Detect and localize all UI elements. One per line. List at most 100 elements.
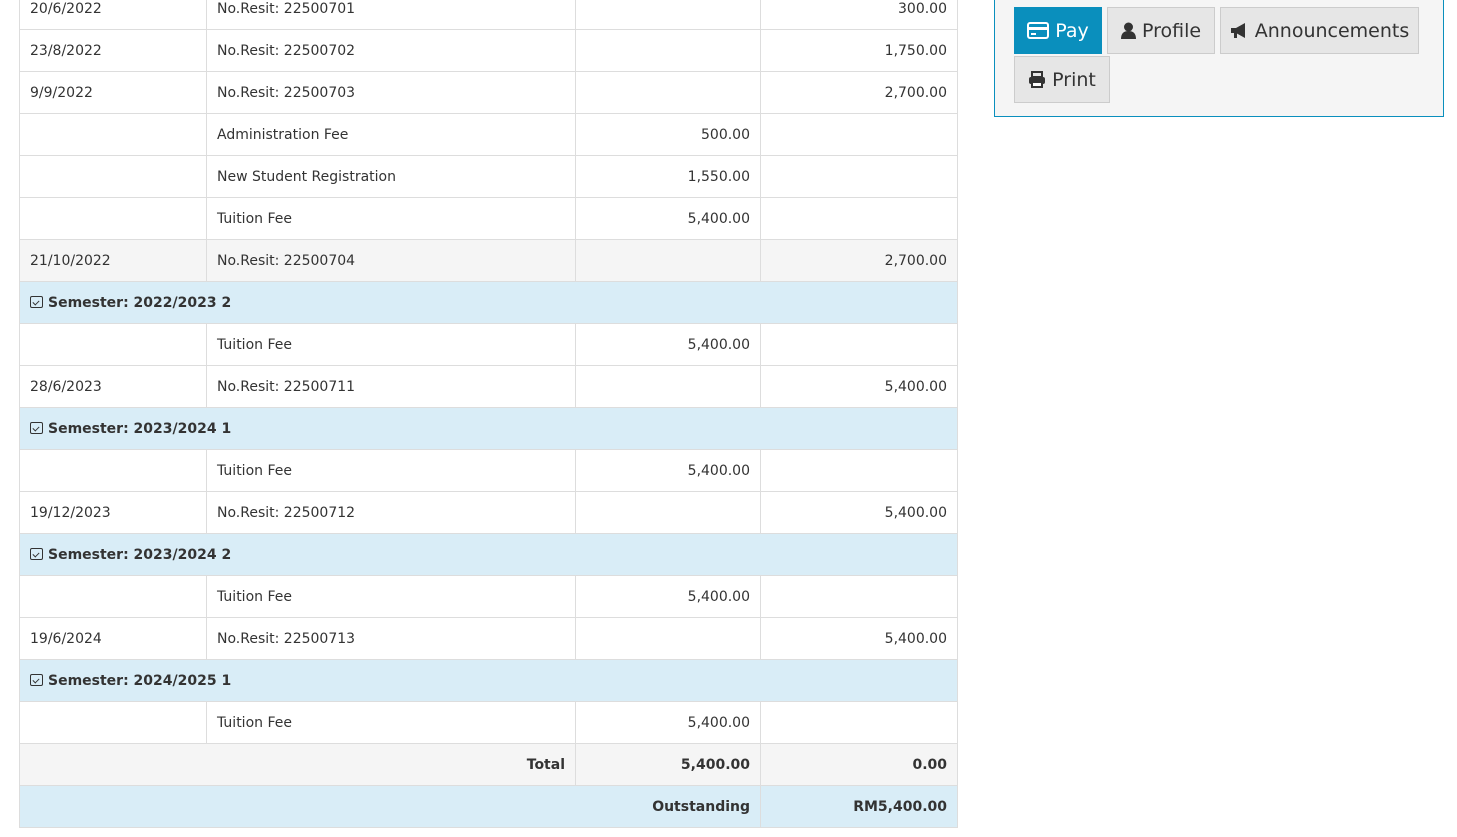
date-cell: 20/6/2022: [19, 0, 207, 30]
semester-label: Semester: 2023/2024 2: [48, 546, 232, 563]
calendar-check-icon: [30, 421, 43, 434]
debit-cell: [575, 71, 761, 114]
date-cell: 9/9/2022: [19, 71, 207, 114]
description-cell: No.Resit: 22500704: [206, 239, 576, 282]
table-row: Tuition Fee 5,400.00: [19, 197, 958, 240]
date-cell: [19, 449, 207, 492]
actions-panel: Pay Profile Announcements Print: [994, 0, 1444, 117]
credit-cell: 300.00: [760, 0, 958, 30]
semester-row: Semester: 2022/2023 2: [19, 281, 958, 324]
semester-row: Semester: 2023/2024 1: [19, 407, 958, 450]
credit-cell: 5,400.00: [760, 365, 958, 408]
description-cell: No.Resit: 22500713: [206, 617, 576, 660]
table-row: 23/8/2022 No.Resit: 22500702 1,750.00: [19, 29, 958, 72]
table-row: 20/6/2022 No.Resit: 22500701 300.00: [19, 0, 958, 30]
total-label: Total: [19, 743, 576, 786]
total-credit: 0.00: [760, 743, 958, 786]
table-row: Tuition Fee 5,400.00: [19, 323, 958, 366]
calendar-check-icon: [30, 547, 43, 560]
table-row: New Student Registration 1,550.00: [19, 155, 958, 198]
date-cell: 28/6/2023: [19, 365, 207, 408]
debit-cell: [575, 617, 761, 660]
semester-header: Semester: 2024/2025 1: [19, 659, 958, 702]
debit-cell: [575, 491, 761, 534]
credit-cell: [760, 701, 958, 744]
description-cell: No.Resit: 22500701: [206, 0, 576, 30]
semester-header: Semester: 2023/2024 1: [19, 407, 958, 450]
date-cell: [19, 575, 207, 618]
semester-label: Semester: 2023/2024 1: [48, 420, 232, 437]
semester-label: Semester: 2022/2023 2: [48, 294, 232, 311]
debit-cell: 5,400.00: [575, 323, 761, 366]
debit-cell: [575, 365, 761, 408]
description-cell: Tuition Fee: [206, 449, 576, 492]
debit-cell: 500.00: [575, 113, 761, 156]
table-row: 21/10/2022 No.Resit: 22500704 2,700.00: [19, 239, 958, 282]
date-cell: 19/6/2024: [19, 617, 207, 660]
table-row: 19/6/2024 No.Resit: 22500713 5,400.00: [19, 617, 958, 660]
pay-button[interactable]: Pay: [1014, 7, 1102, 54]
description-cell: New Student Registration: [206, 155, 576, 198]
semester-label: Semester: 2024/2025 1: [48, 672, 232, 689]
date-cell: 23/8/2022: [19, 29, 207, 72]
outstanding-label: Outstanding: [19, 785, 761, 828]
outstanding-value: RM5,400.00: [760, 785, 958, 828]
profile-button[interactable]: Profile: [1107, 7, 1215, 54]
user-icon: [1120, 22, 1136, 39]
description-cell: Tuition Fee: [206, 701, 576, 744]
debit-cell: [575, 0, 761, 30]
description-cell: Tuition Fee: [206, 575, 576, 618]
table-row: 9/9/2022 No.Resit: 22500703 2,700.00: [19, 71, 958, 114]
debit-cell: 5,400.00: [575, 575, 761, 618]
table-row: 19/12/2023 No.Resit: 22500712 5,400.00: [19, 491, 958, 534]
calendar-check-icon: [30, 673, 43, 686]
semester-header: Semester: 2023/2024 2: [19, 533, 958, 576]
description-cell: No.Resit: 22500711: [206, 365, 576, 408]
debit-cell: 1,550.00: [575, 155, 761, 198]
description-cell: No.Resit: 22500703: [206, 71, 576, 114]
total-row: Total 5,400.00 0.00: [19, 743, 958, 786]
statement-table: 20/6/2022 No.Resit: 22500701 300.00 23/8/20…: [19, 0, 958, 828]
date-cell: [19, 197, 207, 240]
date-cell: 19/12/2023: [19, 491, 207, 534]
debit-cell: [575, 239, 761, 282]
announcements-button[interactable]: Announcements: [1220, 7, 1419, 54]
print-icon: [1029, 71, 1046, 88]
description-cell: Tuition Fee: [206, 323, 576, 366]
date-cell: [19, 113, 207, 156]
credit-cell: [760, 575, 958, 618]
description-cell: No.Resit: 22500712: [206, 491, 576, 534]
credit-cell: 5,400.00: [760, 617, 958, 660]
debit-cell: 5,400.00: [575, 197, 761, 240]
description-cell: No.Resit: 22500702: [206, 29, 576, 72]
semester-row: Semester: 2023/2024 2: [19, 533, 958, 576]
table-row: Tuition Fee 5,400.00: [19, 449, 958, 492]
credit-cell: [760, 155, 958, 198]
profile-label: Profile: [1141, 19, 1202, 42]
date-cell: [19, 701, 207, 744]
credit-cell: 2,700.00: [760, 71, 958, 114]
date-cell: 21/10/2022: [19, 239, 207, 282]
total-debit: 5,400.00: [575, 743, 761, 786]
credit-card-icon: [1027, 22, 1050, 39]
semester-header: Semester: 2022/2023 2: [19, 281, 958, 324]
announcements-label: Announcements: [1254, 19, 1410, 42]
table-row: Tuition Fee 5,400.00: [19, 701, 958, 744]
print-button[interactable]: Print: [1014, 56, 1110, 103]
outstanding-row: Outstanding RM5,400.00: [19, 785, 958, 828]
description-cell: Tuition Fee: [206, 197, 576, 240]
credit-cell: 5,400.00: [760, 491, 958, 534]
debit-cell: [575, 29, 761, 72]
debit-cell: 5,400.00: [575, 701, 761, 744]
debit-cell: 5,400.00: [575, 449, 761, 492]
print-label: Print: [1052, 68, 1096, 91]
date-cell: [19, 155, 207, 198]
credit-cell: [760, 197, 958, 240]
table-row: Tuition Fee 5,400.00: [19, 575, 958, 618]
credit-cell: [760, 323, 958, 366]
credit-cell: 2,700.00: [760, 239, 958, 282]
table-row: Administration Fee 500.00: [19, 113, 958, 156]
bullhorn-icon: [1230, 23, 1245, 38]
credit-cell: [760, 449, 958, 492]
credit-cell: [760, 113, 958, 156]
